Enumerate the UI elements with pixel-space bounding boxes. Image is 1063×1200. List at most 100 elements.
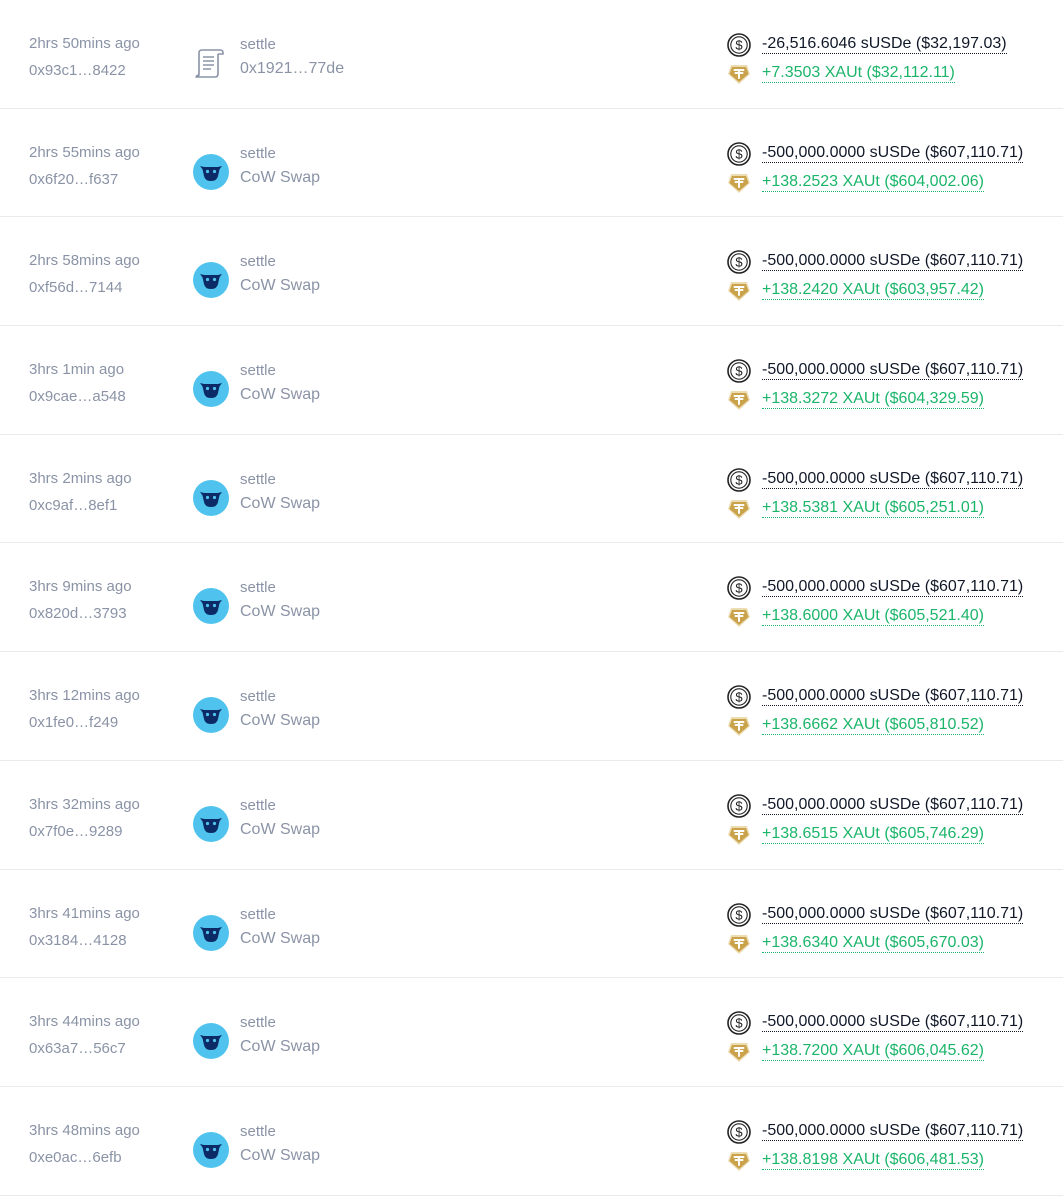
xaut-tether-gold-icon bbox=[727, 714, 751, 738]
tx-method: settle bbox=[240, 36, 276, 53]
token-out-amount[interactable]: -500,000.0000 sUSDe ($607,110.71) bbox=[762, 143, 1024, 163]
token-in-amount[interactable]: +7.3503 XAUt ($32,112.11) bbox=[762, 64, 955, 83]
tx-method: settle bbox=[240, 796, 276, 814]
tx-hash-link[interactable]: 0x93c1…8422 bbox=[29, 62, 126, 79]
token-in-amount[interactable]: +138.7200 XAUt ($606,045.62) bbox=[762, 1042, 984, 1062]
svg-text:$: $ bbox=[735, 364, 743, 379]
xaut-tether-gold-icon bbox=[727, 1040, 751, 1064]
tx-time: 3hrs 1min ago bbox=[29, 361, 125, 379]
tx-app-link[interactable]: CoW Swap bbox=[240, 494, 321, 512]
token-in-amount[interactable]: +138.2523 XAUt ($604,002.06) bbox=[762, 172, 984, 192]
cow-swap-icon bbox=[193, 153, 229, 190]
token-out-amount[interactable]: -500,000.0000 sUSDe ($607,110.71) bbox=[762, 795, 1024, 815]
scroll-document-icon bbox=[193, 45, 229, 81]
transaction-row: 3hrs 48mins ago 0xe0ac…6efb settle CoW S… bbox=[0, 1087, 1063, 1196]
cow-swap-icon bbox=[193, 1023, 229, 1060]
svg-text:$: $ bbox=[735, 581, 743, 596]
tx-time: 3hrs 9mins ago bbox=[29, 578, 132, 596]
tx-hash-link[interactable]: 0x7f0e…9289 bbox=[29, 822, 123, 840]
transaction-row: 3hrs 32mins ago 0x7f0e…9289 settle CoW S… bbox=[0, 761, 1063, 870]
tx-hash-link[interactable]: 0x820d…3793 bbox=[29, 605, 127, 623]
token-in-amount[interactable]: +138.6662 XAUt ($605,810.52) bbox=[762, 716, 984, 736]
susde-dollar-circle-icon: $ bbox=[727, 359, 751, 383]
tx-app-link[interactable]: CoW Swap bbox=[240, 1038, 321, 1056]
token-out-amount[interactable]: -500,000.0000 sUSDe ($607,110.71) bbox=[762, 361, 1024, 381]
tx-time: 2hrs 58mins ago bbox=[29, 252, 140, 270]
cow-swap-icon bbox=[193, 1131, 229, 1168]
tx-time: 3hrs 12mins ago bbox=[29, 687, 140, 705]
susde-dollar-circle-icon: $ bbox=[727, 576, 751, 601]
xaut-tether-gold-icon bbox=[727, 605, 751, 629]
tx-app-link[interactable]: 0x1921…77de bbox=[240, 60, 345, 77]
token-in-amount[interactable]: +138.2420 XAUt ($603,957.42) bbox=[762, 281, 984, 301]
tx-method: settle bbox=[240, 1014, 276, 1032]
transaction-row: 3hrs 2mins ago 0xc9af…8ef1 settle CoW Sw… bbox=[0, 435, 1063, 544]
svg-text:$: $ bbox=[735, 690, 743, 705]
svg-text:$: $ bbox=[735, 146, 743, 161]
transaction-row: 3hrs 44mins ago 0x63a7…56c7 settle CoW S… bbox=[0, 978, 1063, 1087]
tx-hash-link[interactable]: 0x3184…4128 bbox=[29, 931, 127, 949]
tx-app-link[interactable]: CoW Swap bbox=[240, 168, 321, 186]
tx-hash-link[interactable]: 0x9cae…a548 bbox=[29, 388, 126, 406]
token-in-amount[interactable]: +138.5381 XAUt ($605,251.01) bbox=[762, 498, 984, 518]
tx-hash-link[interactable]: 0xc9af…8ef1 bbox=[29, 496, 118, 514]
transaction-row: 3hrs 12mins ago 0x1fe0…f249 settle CoW S… bbox=[0, 652, 1063, 761]
tx-hash-link[interactable]: 0x6f20…f637 bbox=[29, 170, 119, 188]
tx-app-link[interactable]: CoW Swap bbox=[240, 820, 321, 838]
cow-swap-icon bbox=[193, 588, 229, 625]
svg-text:$: $ bbox=[735, 907, 743, 922]
xaut-tether-gold-icon bbox=[727, 171, 751, 195]
svg-text:$: $ bbox=[735, 255, 743, 270]
token-out-amount[interactable]: -500,000.0000 sUSDe ($607,110.71) bbox=[762, 578, 1024, 598]
svg-text:$: $ bbox=[735, 1016, 743, 1031]
tx-hash-link[interactable]: 0xf56d…7144 bbox=[29, 279, 123, 297]
tx-app-link[interactable]: CoW Swap bbox=[240, 929, 321, 947]
transaction-row: 2hrs 55mins ago 0x6f20…f637 settle CoW S… bbox=[0, 109, 1063, 218]
token-out-amount[interactable]: -500,000.0000 sUSDe ($607,110.71) bbox=[762, 904, 1024, 924]
cow-swap-icon bbox=[193, 697, 229, 734]
tx-hash-link[interactable]: 0x1fe0…f249 bbox=[29, 714, 119, 732]
token-out-amount[interactable]: -500,000.0000 sUSDe ($607,110.71) bbox=[762, 469, 1024, 489]
svg-text:$: $ bbox=[735, 798, 743, 813]
transaction-row: 3hrs 9mins ago 0x820d…3793 settle CoW Sw… bbox=[0, 543, 1063, 653]
tx-app-link[interactable]: CoW Swap bbox=[240, 277, 321, 295]
token-out-amount[interactable]: -500,000.0000 sUSDe ($607,110.71) bbox=[762, 1121, 1024, 1141]
tx-time: 3hrs 44mins ago bbox=[29, 1013, 140, 1031]
token-in-amount[interactable]: +138.8198 XAUt ($606,481.53) bbox=[762, 1150, 984, 1170]
token-out-amount[interactable]: -500,000.0000 sUSDe ($607,110.71) bbox=[762, 1013, 1024, 1033]
token-in-amount[interactable]: +138.6515 XAUt ($605,746.29) bbox=[762, 824, 984, 844]
tx-time: 2hrs 55mins ago bbox=[29, 143, 140, 161]
tx-app-link[interactable]: CoW Swap bbox=[240, 712, 321, 730]
tx-time: 3hrs 32mins ago bbox=[29, 795, 140, 813]
token-in-amount[interactable]: +138.6000 XAUt ($605,521.40) bbox=[762, 607, 984, 627]
tx-hash-link[interactable]: 0x63a7…56c7 bbox=[29, 1040, 126, 1058]
transaction-row: 2hrs 58mins ago 0xf56d…7144 settle CoW S… bbox=[0, 217, 1063, 327]
tx-app-link[interactable]: CoW Swap bbox=[240, 386, 321, 404]
tx-method: settle bbox=[240, 470, 276, 488]
tx-app-link[interactable]: CoW Swap bbox=[240, 603, 321, 621]
token-out-amount[interactable]: -500,000.0000 sUSDe ($607,110.71) bbox=[762, 687, 1024, 707]
susde-dollar-circle-icon: $ bbox=[727, 685, 751, 709]
token-out-amount[interactable]: -500,000.0000 sUSDe ($607,110.71) bbox=[762, 252, 1024, 272]
xaut-tether-gold-icon bbox=[727, 932, 751, 956]
xaut-tether-gold-icon bbox=[727, 823, 751, 847]
xaut-tether-gold-icon bbox=[727, 279, 751, 303]
xaut-tether-gold-icon bbox=[727, 1149, 751, 1173]
tx-method: settle bbox=[240, 253, 276, 271]
tx-hash-link[interactable]: 0xe0ac…6efb bbox=[29, 1148, 122, 1166]
xaut-tether-gold-icon bbox=[727, 497, 751, 521]
tx-app-link[interactable]: CoW Swap bbox=[240, 1146, 321, 1164]
transaction-row: 2hrs 50mins ago 0x93c1…8422 settle 0x192… bbox=[0, 0, 1063, 109]
susde-dollar-circle-icon: $ bbox=[727, 1011, 751, 1035]
tx-method: settle bbox=[240, 688, 276, 706]
cow-swap-icon bbox=[193, 262, 229, 299]
susde-dollar-circle-icon: $ bbox=[727, 902, 751, 927]
token-out-amount[interactable]: -26,516.6046 sUSDe ($32,197.03) bbox=[762, 35, 1007, 54]
svg-text:$: $ bbox=[735, 1124, 743, 1139]
cow-swap-icon bbox=[193, 371, 229, 408]
token-in-amount[interactable]: +138.3272 XAUt ($604,329.59) bbox=[762, 390, 984, 410]
tx-time: 3hrs 48mins ago bbox=[29, 1121, 140, 1139]
svg-text:$: $ bbox=[735, 472, 743, 487]
token-in-amount[interactable]: +138.6340 XAUt ($605,670.03) bbox=[762, 933, 984, 953]
